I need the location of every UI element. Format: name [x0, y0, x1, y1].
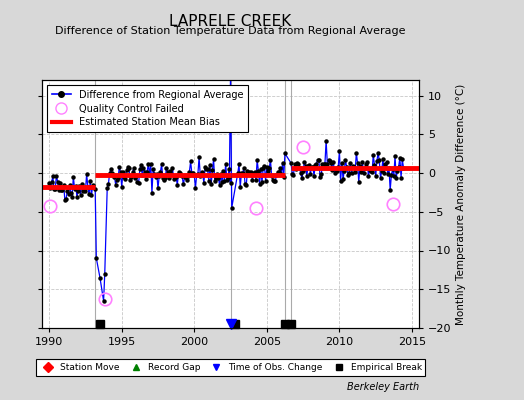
Text: LAPRELE CREEK: LAPRELE CREEK	[169, 14, 292, 29]
Y-axis label: Monthly Temperature Anomaly Difference (°C): Monthly Temperature Anomaly Difference (…	[456, 83, 466, 325]
Text: Berkeley Earth: Berkeley Earth	[347, 382, 419, 392]
Text: Difference of Station Temperature Data from Regional Average: Difference of Station Temperature Data f…	[56, 26, 406, 36]
Legend: Station Move, Record Gap, Time of Obs. Change, Empirical Break: Station Move, Record Gap, Time of Obs. C…	[36, 359, 425, 376]
